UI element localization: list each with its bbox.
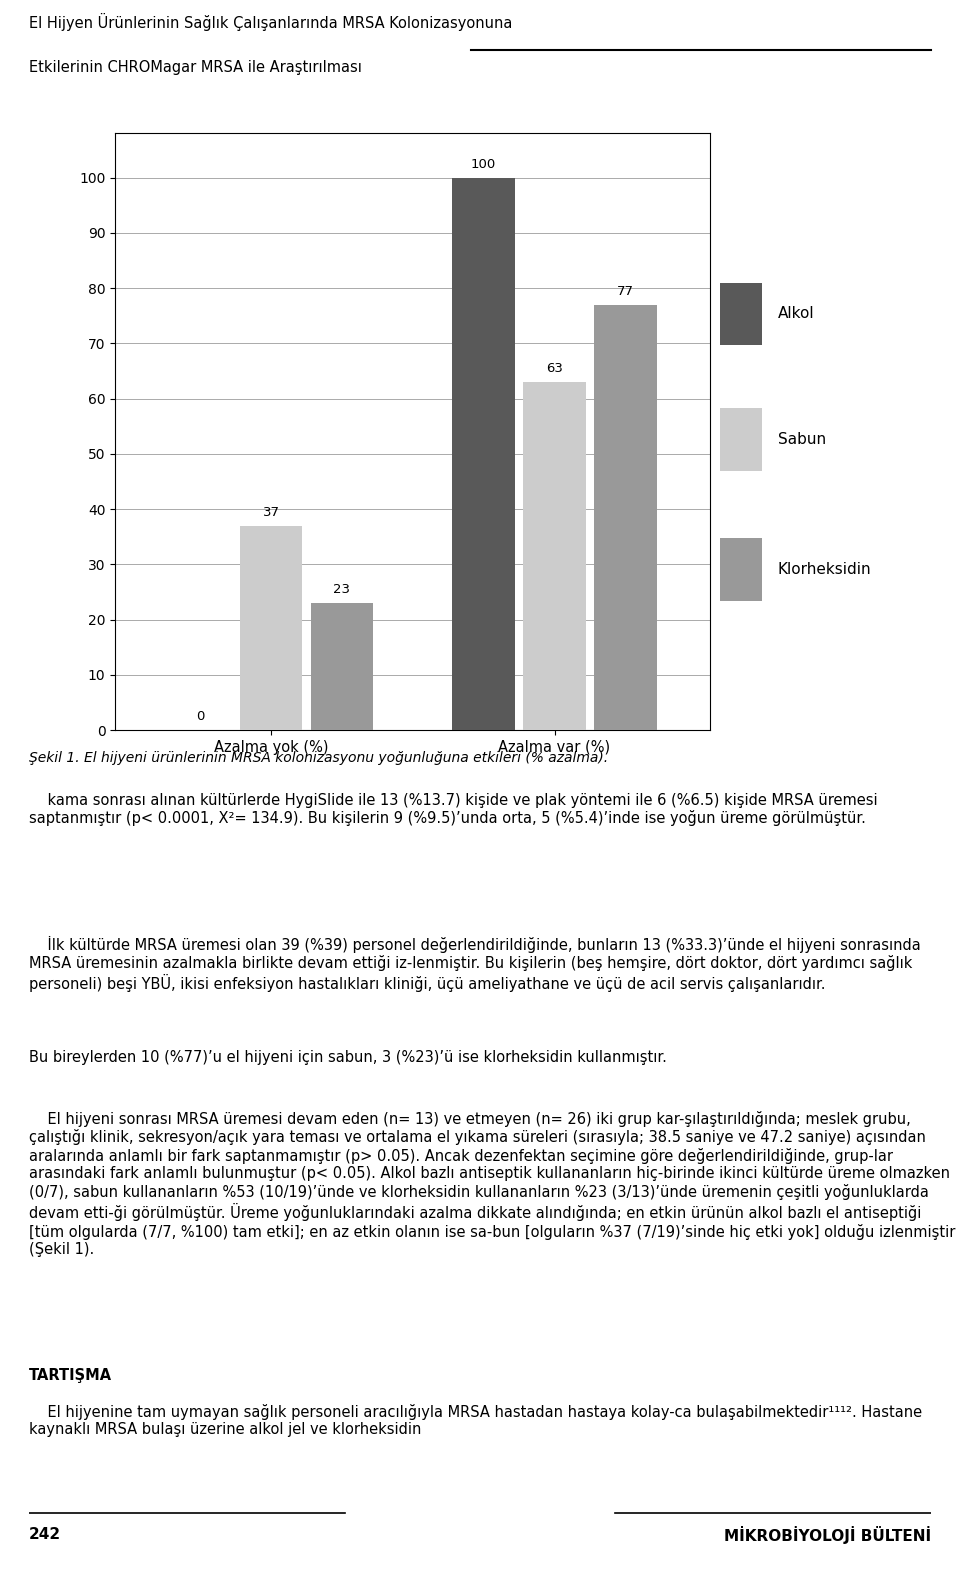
FancyBboxPatch shape <box>720 537 762 601</box>
Text: 23: 23 <box>333 584 350 597</box>
Bar <box>240 526 302 730</box>
Bar <box>452 177 515 730</box>
Text: Etkilerinin CHROMagar MRSA ile Araştırılması: Etkilerinin CHROMagar MRSA ile Araştırıl… <box>29 60 362 75</box>
Text: 37: 37 <box>263 506 279 520</box>
Text: El hijyeni sonrası MRSA üremesi devam eden (n= 13) ve etmeyen (n= 26) iki grup k: El hijyeni sonrası MRSA üremesi devam ed… <box>29 1110 955 1258</box>
Text: Şekil 1. El hijyeni ürünlerinin MRSA kolonizasyonu yoğunluğuna etkileri (% azalm: Şekil 1. El hijyeni ürünlerinin MRSA kol… <box>29 750 608 765</box>
Bar <box>523 382 586 730</box>
Bar <box>594 305 657 730</box>
Text: 77: 77 <box>617 286 634 298</box>
Text: 0: 0 <box>196 710 204 724</box>
Bar <box>311 603 373 730</box>
FancyBboxPatch shape <box>720 408 762 471</box>
Text: İlk kültürde MRSA üremesi olan 39 (%39) personel değerlendirildiğinde, bunların : İlk kültürde MRSA üremesi olan 39 (%39) … <box>29 936 921 992</box>
Text: 100: 100 <box>471 159 496 171</box>
Text: TARTIŞMA: TARTIŞMA <box>29 1367 112 1383</box>
Text: Bu bireylerden 10 (%77)’u el hijyeni için sabun, 3 (%23)’ü ise klorheksidin kull: Bu bireylerden 10 (%77)’u el hijyeni içi… <box>29 1050 666 1064</box>
Text: El Hijyen Ürünlerinin Sağlık Çalışanlarında MRSA Kolonizasyonuna: El Hijyen Ürünlerinin Sağlık Çalışanları… <box>29 13 513 30</box>
Text: 242: 242 <box>29 1528 60 1542</box>
Text: kama sonrası alınan kültürlerde HygiSlide ile 13 (%13.7) kişide ve plak yöntemi : kama sonrası alınan kültürlerde HygiSlid… <box>29 793 877 826</box>
Text: 63: 63 <box>546 363 563 375</box>
Text: El hijyenine tam uymayan sağlık personeli aracılığıyla MRSA hastadan hastaya kol: El hijyenine tam uymayan sağlık personel… <box>29 1404 922 1437</box>
FancyBboxPatch shape <box>720 283 762 345</box>
Text: MİKROBİYOLOJİ BÜLTENİ: MİKROBİYOLOJİ BÜLTENİ <box>724 1526 931 1543</box>
Text: Alkol: Alkol <box>778 306 814 322</box>
Text: Klorheksidin: Klorheksidin <box>778 562 872 576</box>
Text: Sabun: Sabun <box>778 432 826 447</box>
